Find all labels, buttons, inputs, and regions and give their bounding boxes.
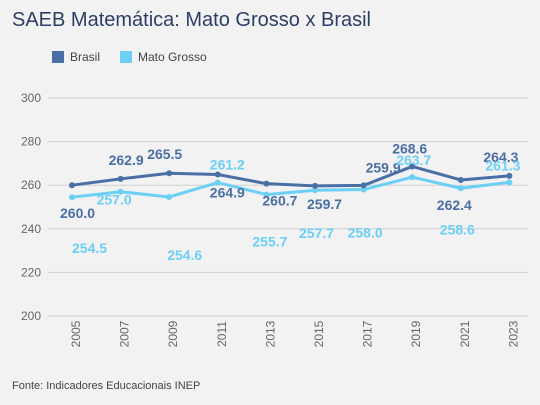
x-tick-label: 2021 <box>458 320 472 347</box>
x-tick-label: 2017 <box>361 320 375 347</box>
data-point-brasil <box>312 182 318 189</box>
chart-title: SAEB Matemática: Mato Grosso x Brasil <box>12 9 372 31</box>
y-tick-label: 240 <box>21 222 41 236</box>
data-label-mato-grosso: 261.2 <box>210 157 245 173</box>
data-label-mato-grosso: 263.7 <box>396 152 431 168</box>
data-point-brasil <box>360 182 367 189</box>
chart-legend: Brasil Mato Grosso <box>52 50 207 64</box>
data-point-brasil <box>69 182 75 189</box>
series-line-brasil <box>71 164 510 188</box>
x-tick-label: 2007 <box>118 320 132 347</box>
legend-item-brasil[interactable]: Brasil <box>52 50 100 64</box>
data-label-brasil: 265.5 <box>147 146 182 162</box>
data-point-brasil <box>263 180 270 187</box>
data-label-brasil: 268.6 <box>392 140 427 156</box>
data-label-mato-grosso: 257.0 <box>97 192 132 208</box>
legend-item-mato-grosso[interactable]: Mato Grosso <box>120 50 207 64</box>
data-point-mato-grosso <box>457 185 464 192</box>
data-point-brasil <box>166 170 173 177</box>
data-point-mato-grosso <box>506 179 513 186</box>
data-point-mato-grosso <box>69 194 75 201</box>
legend-swatch-mato-grosso <box>120 51 133 63</box>
data-label-mato-grosso: 258.0 <box>348 225 383 241</box>
data-label-brasil: 264.3 <box>483 149 518 165</box>
x-tick-label: 2023 <box>506 320 520 347</box>
data-point-mato-grosso <box>166 193 173 200</box>
legend-swatch-brasil <box>52 51 64 63</box>
data-point-mato-grosso <box>214 179 221 186</box>
data-point-mato-grosso <box>409 174 416 181</box>
legend-label-mato-grosso: Mato Grosso <box>138 50 207 64</box>
x-tick-label: 2013 <box>263 320 277 347</box>
data-point-brasil <box>214 171 221 178</box>
data-point-mato-grosso <box>117 188 124 195</box>
y-tick-label: 200 <box>21 309 41 323</box>
x-tick-label: 2015 <box>312 320 326 347</box>
data-point-brasil <box>506 172 513 179</box>
data-label-brasil: 260.0 <box>60 205 95 221</box>
data-point-brasil <box>457 176 464 183</box>
data-point-mato-grosso <box>263 191 270 198</box>
source-note: Fonte: Indicadores Educacionais INEP <box>12 380 201 392</box>
data-label-brasil: 259.9 <box>366 159 401 175</box>
legend-label-brasil: Brasil <box>70 50 101 64</box>
y-tick-label: 260 <box>21 178 41 192</box>
data-label-mato-grosso: 254.5 <box>72 240 107 256</box>
data-label-mato-grosso: 261.3 <box>485 157 520 173</box>
data-label-brasil: 262.9 <box>109 152 144 168</box>
data-label-mato-grosso: 254.6 <box>167 247 202 263</box>
data-label-mato-grosso: 255.7 <box>252 234 287 250</box>
data-point-brasil <box>409 163 416 170</box>
series-line-mato-grosso <box>71 175 510 199</box>
data-label-brasil: 259.7 <box>307 196 342 212</box>
data-point-mato-grosso <box>312 187 318 194</box>
x-tick-label: 2019 <box>409 320 423 347</box>
y-tick-label: 280 <box>21 135 41 149</box>
data-point-brasil <box>117 175 124 182</box>
data-label-brasil: 264.9 <box>210 185 245 201</box>
x-tick-label: 2009 <box>166 320 180 347</box>
y-tick-label: 220 <box>21 265 41 279</box>
data-point-mato-grosso <box>360 186 367 193</box>
x-tick-label: 2011 <box>215 321 229 347</box>
data-label-mato-grosso: 257.7 <box>299 225 334 241</box>
data-label-brasil: 262.4 <box>437 197 472 213</box>
data-label-mato-grosso: 258.6 <box>440 221 475 237</box>
y-tick-label: 300 <box>21 91 41 105</box>
x-tick-label: 2005 <box>69 320 83 347</box>
data-label-brasil: 260.7 <box>262 193 297 209</box>
